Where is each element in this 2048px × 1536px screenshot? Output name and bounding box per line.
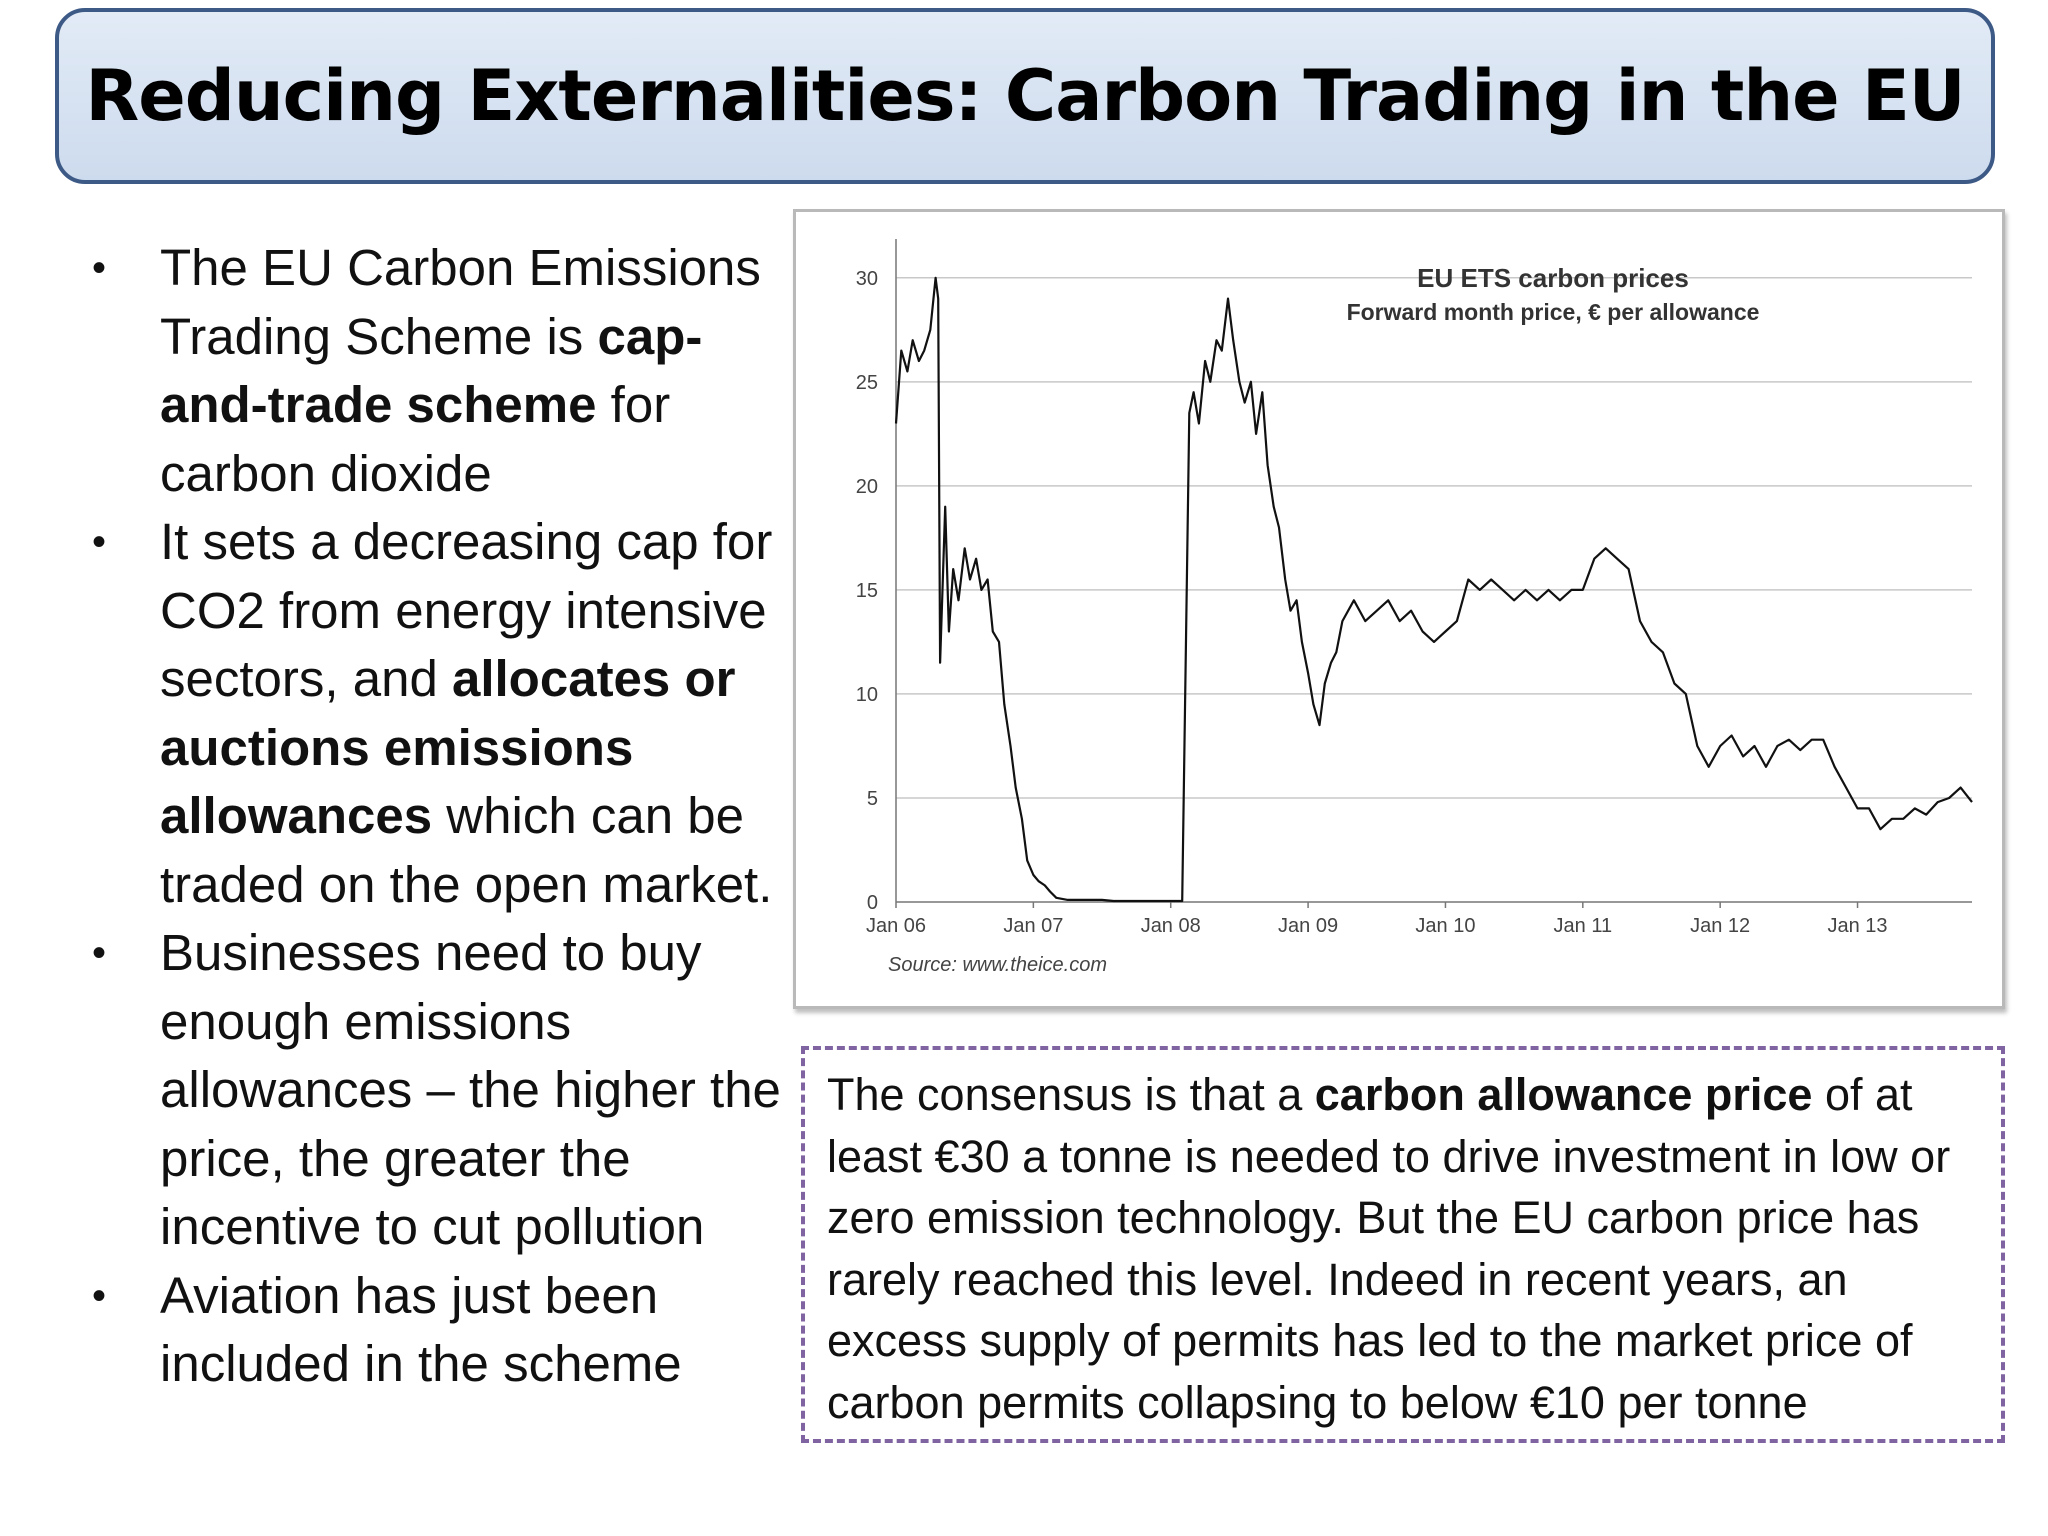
y-tick-label: 0 [867,892,878,914]
chart-frame: 0 5 10 15 20 25 30 Jan 06 Jan 07 Jan 08 Jan 09 Jan … [793,209,2005,1009]
x-tick-label: Jan 07 [1003,915,1063,937]
bullet-list: • The EU Carbon Emissions Trading Scheme … [88,234,788,1399]
bullet-dot: • [92,246,107,290]
chart-title: EU ETS carbon prices [1417,263,1689,293]
slide-title: Reducing Externalities: Carbon Trading i… [85,55,1965,137]
y-tick-label: 30 [856,268,878,290]
y-tick-label: 25 [856,372,878,394]
x-tick-label: Jan 06 [866,915,926,937]
note-text-end: of at least €30 a tonne is needed to dri… [827,1069,1951,1428]
x-tick-label: Jan 13 [1828,915,1888,937]
bullet-item: • Aviation has just been included in the … [88,1262,788,1399]
y-tick-label: 20 [856,476,878,498]
y-tick-label: 15 [856,580,878,602]
y-tick-label: 10 [856,684,878,706]
x-tick-label: Jan 11 [1554,915,1613,937]
bullet-item: • It sets a decreasing cap for CO2 from e… [88,508,788,919]
note-text: The consensus is that a [827,1069,1315,1120]
title-banner: Reducing Externalities: Carbon Trading i… [55,8,1995,184]
bullet-item: • Businesses need to buy enough emissions… [88,919,788,1262]
chart-subtitle: Forward month price, € per allowance [1347,299,1760,325]
x-tick-label: Jan 10 [1415,915,1475,937]
note-box: The consensus is that a carbon allowance… [801,1046,2005,1443]
bullet-dot: • [92,520,107,564]
bullet-dot: • [92,931,107,975]
bullet-dot: • [92,1273,107,1318]
series-line [894,276,1973,903]
bullet-item: • The EU Carbon Emissions Trading Scheme … [88,234,788,508]
carbon-price-chart: 0 5 10 15 20 25 30 Jan 06 Jan 07 Jan 08 Jan 09 Jan … [856,239,1973,976]
x-tick-label: Jan 12 [1690,915,1750,937]
x-tick-label: Jan 09 [1278,915,1338,937]
note-bold-text: carbon allowance price [1314,1069,1813,1120]
chart-source: Source: www.theice.com [888,954,1107,976]
x-tick-label: Jan 08 [1141,915,1201,937]
y-tick-label: 5 [867,788,878,810]
